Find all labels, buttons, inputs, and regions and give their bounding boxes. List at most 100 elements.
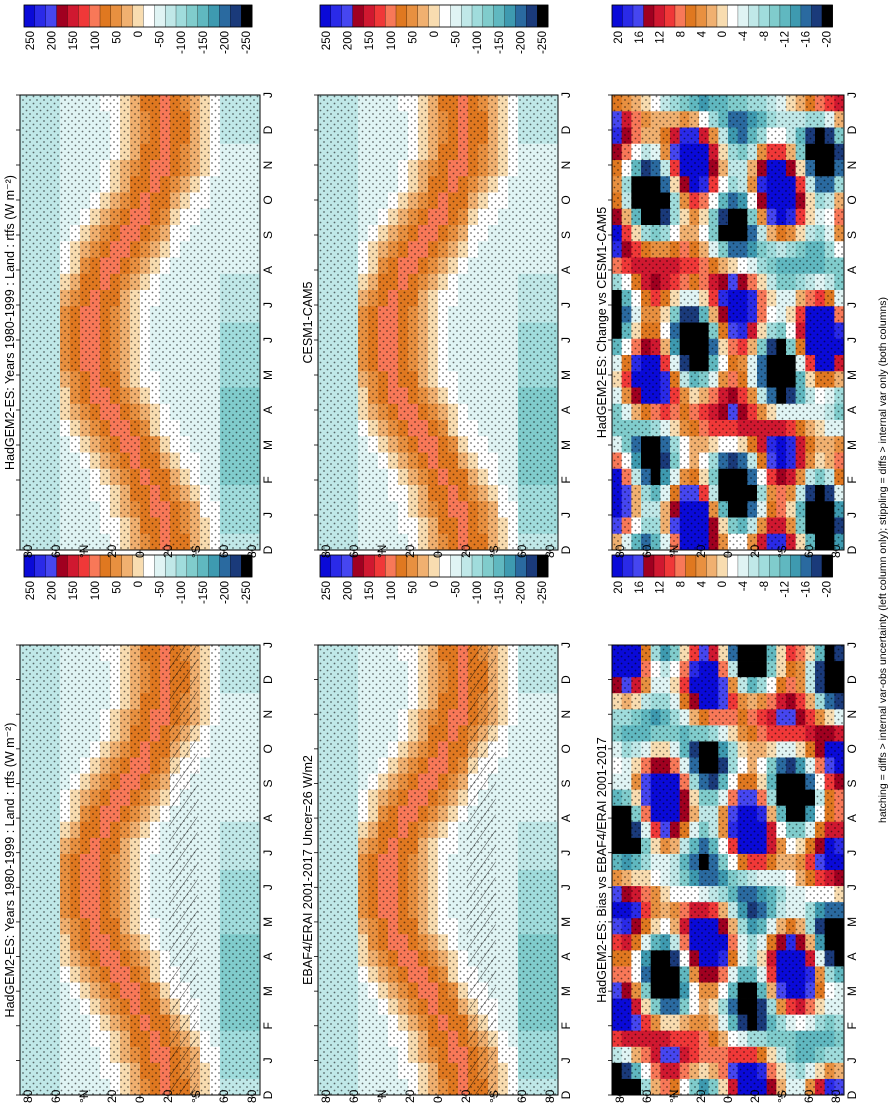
- colorbar-swatch: [319, 4, 332, 28]
- month-label: S: [845, 779, 859, 787]
- month-label: J: [559, 884, 573, 890]
- colorbar-label: 0: [717, 31, 729, 37]
- lat-label: 80: [319, 544, 333, 558]
- colorbar-swatch: [121, 554, 134, 578]
- lat-label: 60: [515, 544, 529, 558]
- month-label: S: [845, 231, 859, 239]
- colorbar-label: -100: [472, 31, 484, 54]
- month-label: M: [845, 440, 859, 450]
- colorbar-swatch: [132, 4, 144, 28]
- colorbar-swatch: [790, 4, 802, 28]
- colorbar-swatch: [110, 4, 123, 28]
- colorbar-label: 200: [47, 31, 59, 50]
- lat-label: °N: [375, 545, 389, 558]
- colorbar-label: -50: [451, 581, 463, 598]
- month-label: A: [845, 406, 859, 414]
- chart-title: HadGEM2-ES: Years 1980-1999 : Land : rtf…: [3, 175, 17, 470]
- colorbar-frame: [319, 4, 549, 28]
- colorbar-label: 4: [696, 30, 708, 37]
- lat-label: °N: [77, 1090, 91, 1103]
- colorbar-label: 20: [613, 31, 625, 44]
- colorbar-label: -250: [537, 581, 549, 604]
- colorbar-swatch: [695, 4, 707, 28]
- colorbar-swatch: [727, 4, 739, 28]
- stipple-overlay: [318, 95, 558, 550]
- month-label: M: [261, 917, 275, 927]
- colorbar-label: 100: [90, 581, 102, 600]
- stipple-overlay: [612, 95, 844, 550]
- colorbar-swatch: [363, 554, 375, 578]
- colorbar-swatch: [230, 4, 242, 28]
- month-label: S: [559, 231, 573, 239]
- colorbar-label: 16: [634, 31, 646, 44]
- colorbar-swatch: [526, 4, 538, 28]
- colorbar-swatch: [374, 4, 386, 28]
- month-label: J: [261, 642, 275, 648]
- lat-label: °S: [487, 1090, 501, 1103]
- month-label: J: [559, 1057, 573, 1063]
- colorbar-label: 150: [364, 31, 376, 50]
- colorbar-label: 8: [676, 31, 688, 37]
- figure-footer: hatching = diffs > internal var-obs unce…: [877, 297, 889, 823]
- colorbar-swatch: [450, 4, 462, 28]
- month-label: J: [845, 884, 859, 890]
- lat-label: 60: [802, 544, 816, 558]
- lat-label: 60: [347, 1089, 361, 1103]
- colorbar-swatch: [515, 4, 527, 28]
- colorbar-label: -16: [801, 31, 813, 48]
- lat-label: 20: [748, 1089, 762, 1103]
- month-label: J: [261, 512, 275, 518]
- month-label: D: [559, 675, 573, 684]
- colorbar-swatch: [45, 4, 58, 28]
- lat-label: 20: [459, 1089, 473, 1103]
- colorbar-frame: [23, 554, 253, 578]
- colorbar-swatch: [23, 4, 36, 28]
- month-label: M: [559, 370, 573, 380]
- colorbar-swatch: [175, 554, 188, 578]
- lat-label: 80: [245, 1089, 259, 1103]
- colorbar-swatch: [493, 4, 506, 28]
- colorbar-label: 50: [111, 31, 123, 44]
- lat-label: 60: [217, 1089, 231, 1103]
- chart-title: HadGEM2-ES: Bias vs EBAF4/ERAI 2001-2017: [595, 737, 609, 1002]
- month-label: A: [261, 406, 275, 414]
- colorbar-label: -250: [241, 581, 253, 604]
- month-label: N: [845, 710, 859, 719]
- lat-label: 60: [515, 1089, 529, 1103]
- colorbar-swatch: [341, 4, 354, 28]
- month-label: J: [559, 850, 573, 856]
- colorbar-swatch: [154, 4, 166, 28]
- colorbar-swatch: [800, 4, 812, 28]
- month-label: D: [559, 125, 573, 134]
- month-label: D: [845, 1090, 859, 1099]
- lat-label: 80: [543, 544, 557, 558]
- colorbar-swatch: [811, 4, 823, 28]
- lat-label: 60: [802, 1089, 816, 1103]
- month-label: A: [559, 266, 573, 274]
- month-label: M: [559, 440, 573, 450]
- month-label: J: [845, 302, 859, 308]
- month-label: J: [845, 92, 859, 98]
- lat-label: °N: [77, 545, 91, 558]
- month-label: J: [845, 337, 859, 343]
- colorbar-label: -16: [801, 581, 813, 598]
- month-label: J: [261, 302, 275, 308]
- colorbar-swatch: [143, 4, 155, 28]
- colorbar-label: -20: [821, 31, 833, 48]
- lat-label: 60: [640, 544, 654, 558]
- month-label: A: [559, 406, 573, 414]
- month-label: A: [559, 953, 573, 961]
- colorbar-label: 16: [634, 581, 646, 594]
- colorbar-label: -150: [494, 581, 506, 604]
- lat-label: 60: [347, 544, 361, 558]
- colorbar-swatch: [352, 4, 364, 28]
- colorbar-label: 50: [407, 31, 419, 44]
- colorbar-label: 250: [25, 31, 37, 50]
- chart-title: CESM1-CAM5: [301, 281, 315, 363]
- lat-label: 0: [431, 1096, 445, 1103]
- colorbar-label: -12: [780, 31, 792, 48]
- lat-label: °S: [775, 1090, 789, 1103]
- colorbar-swatch: [164, 4, 177, 28]
- colorbar-label: 0: [429, 31, 441, 37]
